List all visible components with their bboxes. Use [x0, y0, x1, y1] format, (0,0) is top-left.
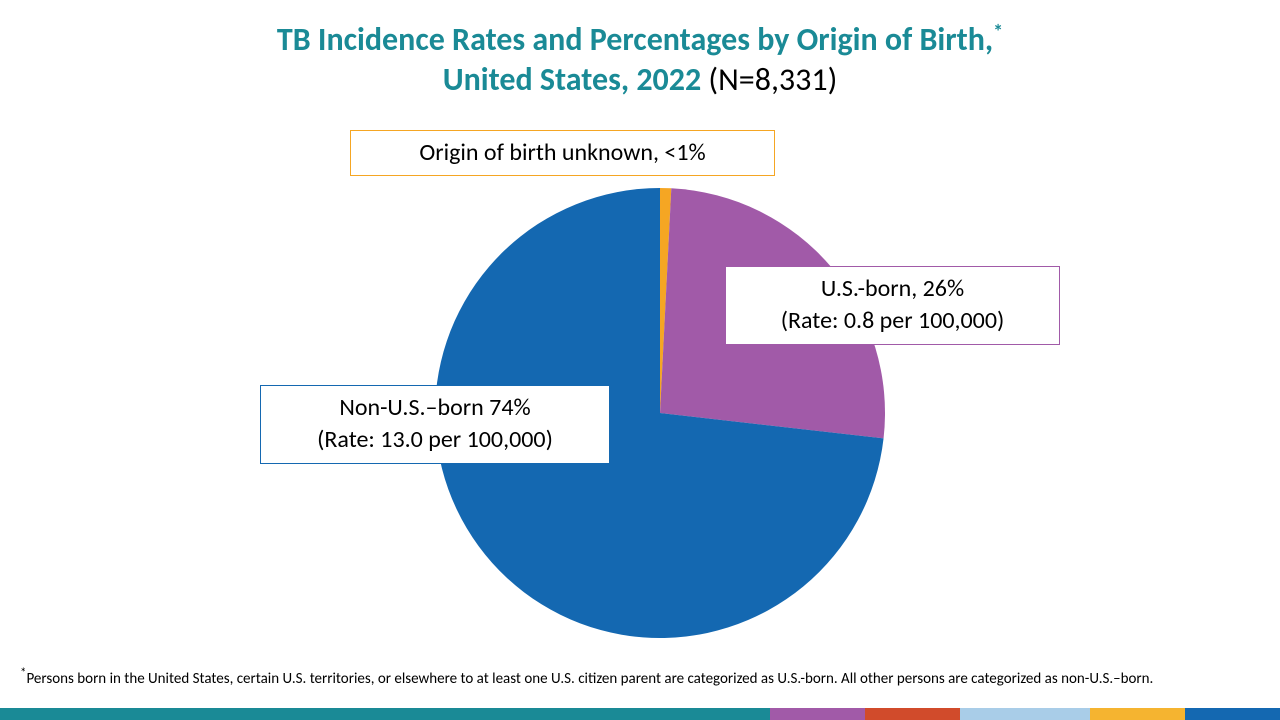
footer-color-bar	[0, 708, 1280, 720]
title-line2-teal: United States, 2022	[443, 60, 701, 99]
label-us-born-line2: (Rate: 0.8 per 100,000)	[781, 306, 1005, 335]
title-line2-black: (N=8,331)	[701, 60, 837, 99]
title-asterisk: *	[993, 20, 1003, 44]
label-us-born-line1: U.S.-born, 26%	[821, 274, 964, 303]
label-us-born: U.S.-born, 26% (Rate: 0.8 per 100,000)	[725, 266, 1060, 345]
label-unknown-text: Origin of birth unknown, <1%	[419, 138, 705, 167]
footer-segment	[770, 708, 865, 720]
footer-segment	[1185, 708, 1280, 720]
chart-title: TB Incidence Rates and Percentages by Or…	[0, 20, 1280, 100]
footnote: *Persons born in the United States, cert…	[20, 666, 1260, 688]
label-unknown: Origin of birth unknown, <1%	[350, 130, 775, 176]
footer-segment	[960, 708, 1090, 720]
footer-segment	[865, 708, 960, 720]
footer-segment	[0, 708, 770, 720]
slide: TB Incidence Rates and Percentages by Or…	[0, 0, 1280, 720]
label-non-us-born-line2: (Rate: 13.0 per 100,000)	[317, 425, 553, 454]
title-line1: TB Incidence Rates and Percentages by Or…	[277, 20, 993, 59]
label-non-us-born-line1: Non-U.S.–born 74%	[339, 393, 530, 422]
footer-segment	[1090, 708, 1185, 720]
footnote-text: Persons born in the United States, certa…	[26, 670, 1153, 688]
label-non-us-born: Non-U.S.–born 74% (Rate: 13.0 per 100,00…	[260, 385, 610, 464]
